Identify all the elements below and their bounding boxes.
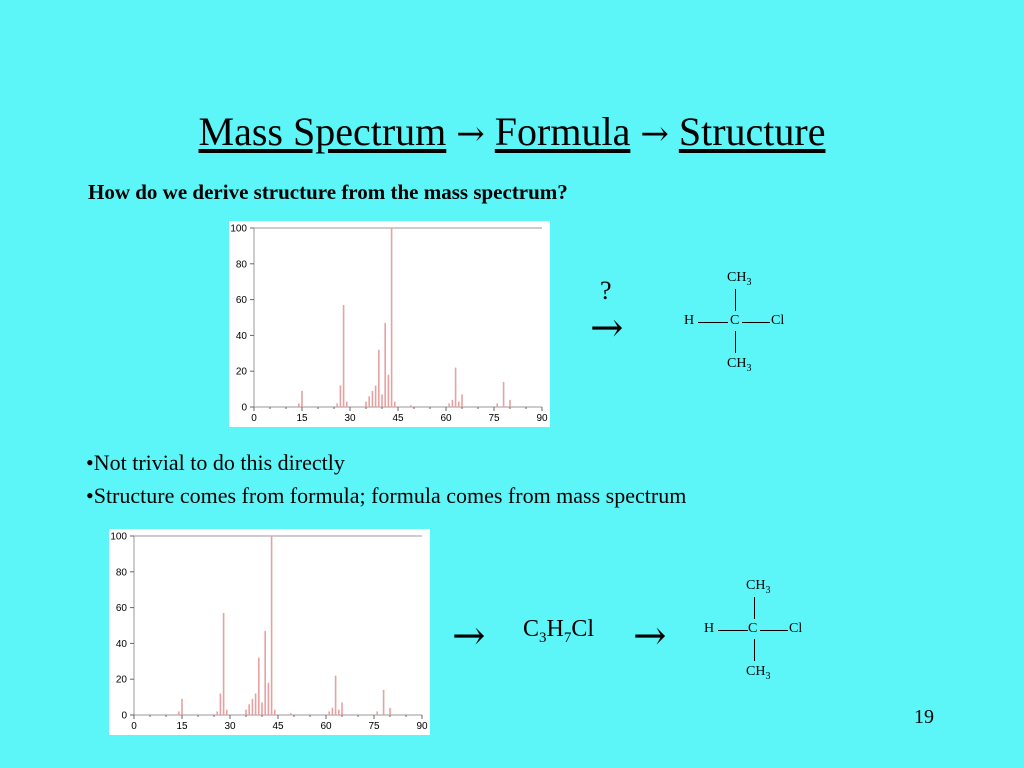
x-tick-label: 30 <box>344 413 356 424</box>
x-tick-label: 60 <box>440 413 452 424</box>
structure-bottom-c: C <box>748 621 758 636</box>
bullet-list: •Not trivial to do this directly •Struct… <box>86 446 686 512</box>
x-tick-label: 30 <box>224 721 236 732</box>
mass-spectrum-svg-top: 0 20 40 60 80 100 0 15 30 45 60 75 90 <box>230 224 548 425</box>
structure-top-h: H <box>684 313 695 328</box>
structure-bottom-ch3-upper: CH3 <box>746 578 771 596</box>
molecular-formula: C3H7Cl <box>523 616 595 646</box>
title-arrow-2: → <box>640 114 669 154</box>
title-arrow-1: → <box>456 114 485 154</box>
arrow-to-structure-bottom: → <box>633 613 667 659</box>
x-tick-label: 75 <box>488 413 500 424</box>
structure-bottom: CH3 H C Cl CH3 <box>700 578 820 688</box>
arrow-to-structure-top: → <box>590 305 624 351</box>
x-tick-label: 60 <box>320 721 332 732</box>
y-tick-label: 80 <box>116 567 128 578</box>
x-tick-label: 90 <box>416 721 428 732</box>
structure-top-ch3-upper: CH3 <box>727 270 752 288</box>
title-part-structure: Structure <box>678 109 826 154</box>
structure-top-ch3-lower: CH3 <box>727 356 752 374</box>
question-mark: ? <box>600 276 612 305</box>
x-tick-label: 45 <box>272 721 284 732</box>
arrow-to-formula: → <box>452 613 486 659</box>
structure-bottom-h: H <box>704 621 715 636</box>
x-tick-label: 0 <box>131 721 137 732</box>
y-tick-label: 100 <box>110 532 127 543</box>
y-tick-label: 100 <box>230 224 247 235</box>
question-text: How do we derive structure from the mass… <box>88 180 568 204</box>
y-tick-label: 80 <box>236 259 248 270</box>
y-tick-label: 40 <box>236 331 248 342</box>
structure-bottom-cl: Cl <box>789 621 803 636</box>
page-number: 19 <box>914 706 934 728</box>
x-tick-label: 0 <box>251 413 257 424</box>
structure-top-c: C <box>730 313 740 328</box>
y-tick-label: 0 <box>241 403 247 414</box>
x-tick-label: 45 <box>392 413 404 424</box>
structure-top: CH3 H C Cl CH3 <box>680 270 800 380</box>
x-tick-label: 75 <box>368 721 380 732</box>
title-part-formula: Formula <box>494 109 631 154</box>
y-tick-label: 40 <box>116 639 128 650</box>
mass-spectrum-svg-bottom: 0 20 40 60 80 100 0 15 30 45 60 75 90 <box>110 532 428 733</box>
x-tick-label: 15 <box>296 413 308 424</box>
slide-title: Mass Spectrum → Formula → Structure <box>0 108 1024 155</box>
y-tick-label: 60 <box>236 295 248 306</box>
mass-spectrum-chart-bottom: 0 20 40 60 80 100 0 15 30 45 60 75 90 <box>109 529 430 735</box>
mass-spectrum-chart-top: 0 20 40 60 80 100 0 15 30 45 60 75 90 <box>229 221 550 427</box>
structure-bottom-ch3-lower: CH3 <box>746 664 771 682</box>
y-tick-label: 20 <box>116 675 128 686</box>
x-tick-label: 90 <box>536 413 548 424</box>
x-tick-label: 15 <box>176 721 188 732</box>
bullet-item-1: •Not trivial to do this directly <box>86 450 345 475</box>
bullet-item-2: •Structure comes from formula; formula c… <box>86 483 687 508</box>
title-part-mass-spectrum: Mass Spectrum <box>198 109 447 154</box>
structure-top-cl: Cl <box>771 313 785 328</box>
y-tick-label: 0 <box>121 711 127 722</box>
y-tick-label: 20 <box>236 367 248 378</box>
y-tick-label: 60 <box>116 603 128 614</box>
